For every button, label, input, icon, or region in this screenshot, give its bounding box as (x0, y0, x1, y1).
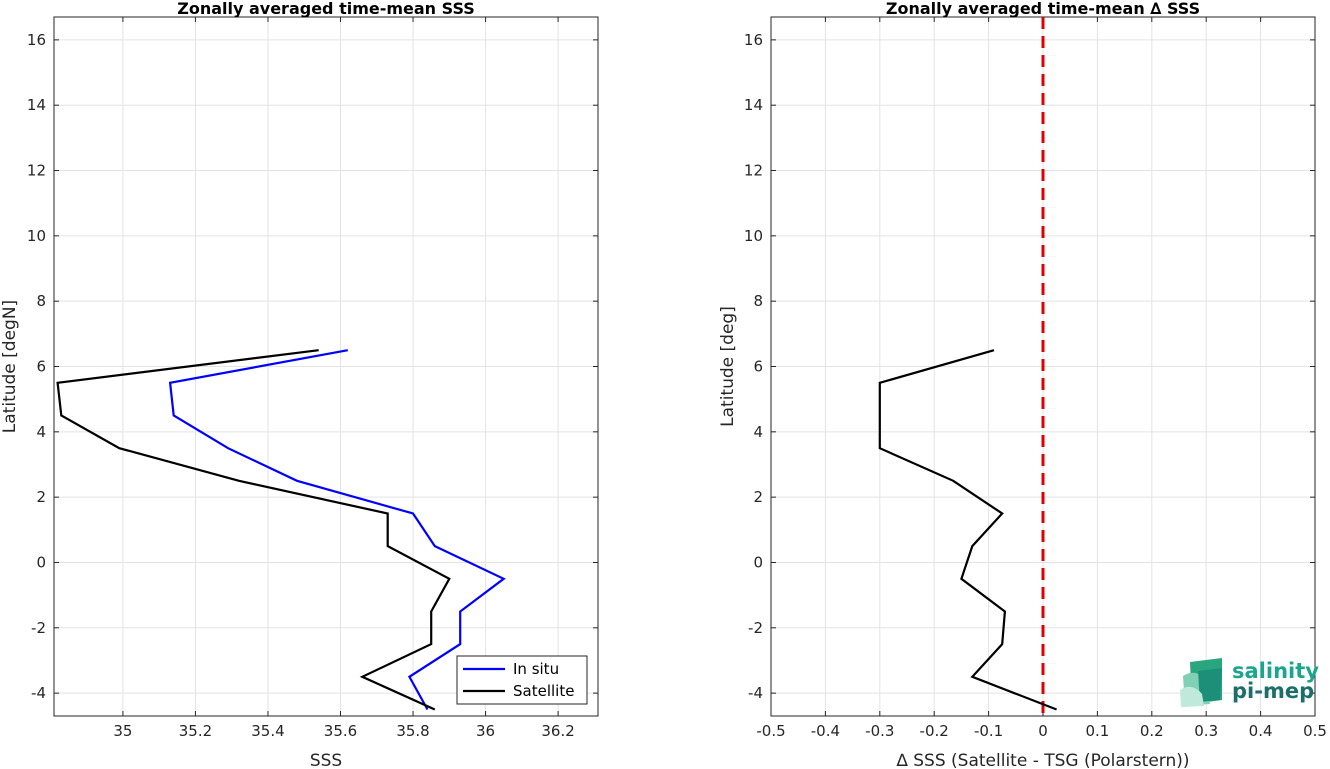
logo-line-2: pi-mep (1232, 679, 1314, 703)
y-tick-label: 14 (27, 96, 46, 114)
in-situ-series-line (168, 349, 506, 711)
x-tick-label: 0.4 (1249, 722, 1273, 740)
x-tick-label: 35 (113, 722, 132, 740)
delta-series-line (878, 349, 1057, 711)
y-tick-label: 12 (27, 162, 46, 180)
satellite-series-line (56, 349, 451, 711)
y-tick-label: 0 (753, 553, 763, 571)
legend-box (456, 655, 588, 705)
y-axis-label: Latitude [degN] (0, 300, 20, 433)
y-tick-label: 8 (36, 292, 46, 310)
y-tick-label: 12 (744, 162, 763, 180)
x-tick-label: -0.4 (811, 722, 840, 740)
y-tick-label: -2 (31, 619, 46, 637)
x-tick-label: 0.5 (1303, 722, 1327, 740)
y-tick-label: 0 (36, 553, 46, 571)
y-axis-label: Latitude [deg] (718, 306, 738, 427)
x-tick-label: -0.2 (920, 722, 949, 740)
y-tick-label: -4 (31, 684, 46, 702)
y-tick-label: 10 (27, 227, 46, 245)
x-tick-label: -0.3 (865, 722, 894, 740)
logo-line-1: salinity (1232, 659, 1319, 683)
x-axis-label: SSS (310, 751, 342, 769)
chart-title: Zonally averaged time-mean ∆ SSS (886, 0, 1200, 18)
x-tick-label: 35.8 (396, 722, 429, 740)
salinity-pi-mep-logo: salinity pi-mep (1180, 658, 1319, 707)
x-tick-label: 35.4 (251, 722, 284, 740)
legend-label: In situ (513, 660, 559, 678)
y-tick-label: 14 (744, 96, 763, 114)
x-tick-label: 35.2 (179, 722, 212, 740)
legend-label: Satellite (513, 682, 574, 700)
right-panel-delta-sss: -0.5 -0.4 -0.3 -0.2 -0.1 0 0.1 0.2 0.3 0.4 0.5 -4 -2… (718, 0, 1327, 769)
x-tick-label: 0.3 (1194, 722, 1218, 740)
y-tick-label: 2 (36, 488, 46, 506)
y-tick-label: 2 (753, 488, 763, 506)
y-tick-label: -2 (748, 619, 763, 637)
y-tick-label: 4 (36, 423, 46, 441)
chart-title: Zonally averaged time-mean SSS (177, 0, 475, 18)
y-tick-label: 6 (753, 358, 763, 376)
x-tick-label: -0.1 (974, 722, 1003, 740)
x-axis-label: ∆ SSS (Satellite - TSG (Polarstern)) (895, 751, 1189, 769)
x-tick-label: 36 (476, 722, 495, 740)
x-tick-label: 36.2 (541, 722, 574, 740)
y-tick-label: 4 (753, 423, 763, 441)
left-panel-sss: 35 35.2 35.4 35.6 35.8 36 36.2 -4 -2 0 2 4 6 8 10 12 14 1… (0, 0, 599, 769)
y-tick-label: 6 (36, 358, 46, 376)
y-tick-label: -4 (748, 684, 763, 702)
x-tick-label: -0.5 (756, 722, 785, 740)
y-tick-label: 16 (27, 31, 46, 49)
y-tick-label: 10 (744, 227, 763, 245)
y-tick-label: 16 (744, 31, 763, 49)
y-tick-label: 8 (753, 292, 763, 310)
x-tick-label: 35.6 (324, 722, 357, 740)
x-tick-label: 0.1 (1085, 722, 1109, 740)
x-tick-label: 0 (1038, 722, 1048, 740)
x-tick-label: 0.2 (1140, 722, 1164, 740)
